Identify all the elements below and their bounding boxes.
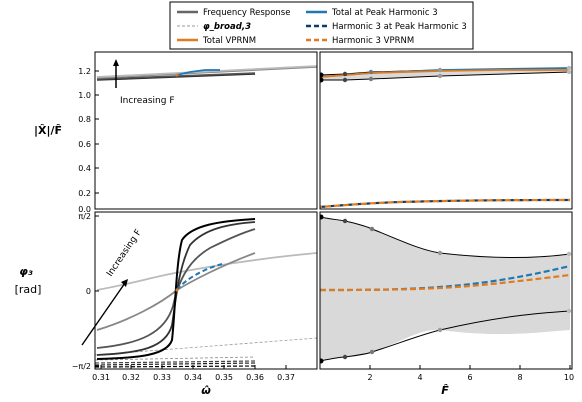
tl-ylabel: |X̂|/F̂ bbox=[34, 124, 62, 137]
tr-total-vprnm bbox=[320, 69, 570, 78]
tr-h3-vprnm bbox=[320, 198, 571, 209]
br-xtick-label-4: 4 bbox=[417, 373, 422, 382]
br-point-5 bbox=[369, 226, 375, 232]
bl-xtick-label-0.31: 0.31 bbox=[92, 373, 110, 382]
br-point-9 bbox=[566, 251, 572, 257]
bl-annotation: Increasing F bbox=[105, 228, 144, 279]
bl-y-ticks: π/2 0 −π/2 bbox=[72, 212, 99, 371]
tr-point-9 bbox=[566, 65, 572, 71]
tr-h3-peak-h3 bbox=[320, 198, 571, 209]
br-point-6 bbox=[369, 349, 375, 355]
bl-xtick-label-0.33: 0.33 bbox=[153, 373, 171, 382]
legend-label-4: Harmonic 3 at Peak Harmonic 3 bbox=[332, 22, 467, 32]
tl-ytick-label-0.8: 0.8 bbox=[78, 115, 91, 124]
bl-freq-response-mid bbox=[96, 228, 256, 349]
tl-ytick-label-0.4: 0.4 bbox=[78, 164, 91, 173]
legend-label-0: Frequency Response bbox=[203, 8, 290, 18]
bl-ylabel: φ₃ bbox=[19, 265, 33, 278]
br-total-vprnm bbox=[320, 273, 571, 292]
br-xtick-label-2: 2 bbox=[367, 373, 372, 382]
tl-y-ticks: 1.2 1.0 0.8 0.6 0.4 0.2 0.0 bbox=[78, 67, 99, 214]
tr-point-1 bbox=[320, 72, 324, 78]
bl-ytick-label-negpi2: −π/2 bbox=[72, 362, 91, 371]
bl-total-vprnm-point bbox=[175, 288, 179, 292]
tl-ytick-label-1.0: 1.0 bbox=[78, 91, 91, 100]
legend-label-2: Total VPRNM bbox=[202, 36, 256, 46]
tr-point-7 bbox=[437, 67, 443, 73]
tr-point-3 bbox=[342, 71, 348, 77]
bl-xtick-label-0.34: 0.34 bbox=[184, 373, 202, 382]
br-frame bbox=[319, 211, 573, 370]
tr-curves bbox=[320, 65, 572, 209]
bl-x-ticks: 0.31 0.32 0.33 0.34 0.35 0.36 0.37 bbox=[92, 365, 295, 382]
tl-ytick-label-0.2: 0.2 bbox=[78, 189, 91, 198]
bl-phi-broad-2 bbox=[95, 356, 256, 361]
panel-bottom-left: Increasing F π/2 0 −π/2 0.31 0.32 0.33 0… bbox=[15, 211, 318, 397]
tl-ytick-label-1.2: 1.2 bbox=[78, 67, 91, 76]
bl-phi-broad-5 bbox=[95, 365, 256, 368]
bl-arrow-head bbox=[121, 279, 128, 287]
legend-label-5: Harmonic 3 VPRNM bbox=[332, 36, 414, 46]
br-xtick-label-10: 10 bbox=[564, 373, 574, 382]
bl-frame bbox=[94, 211, 318, 370]
tl-freq-response-3 bbox=[96, 66, 317, 79]
tl-ytick-label-0.0: 0.0 bbox=[78, 205, 91, 214]
legend-label-3: Total at Peak Harmonic 3 bbox=[331, 8, 438, 18]
br-xlabel: F̂ bbox=[441, 384, 449, 397]
tl-freq-response-4 bbox=[96, 65, 317, 78]
tl-ytick-label-0.6: 0.6 bbox=[78, 140, 91, 149]
tl-frame bbox=[94, 51, 318, 210]
tr-point-5 bbox=[368, 69, 374, 75]
panel-bottom-right: 2 4 6 8 10 F̂ bbox=[319, 211, 574, 397]
br-upper-bound bbox=[320, 216, 571, 259]
tr-envelope-fill bbox=[320, 68, 570, 80]
tl-arrow-head bbox=[113, 59, 119, 66]
tr-point-4 bbox=[342, 77, 348, 83]
legend: Frequency Response φ_broad,3 Total VPRNM… bbox=[169, 1, 474, 50]
tr-frame bbox=[319, 51, 573, 210]
tl-total-vprnm-point bbox=[175, 73, 179, 77]
bl-total-peak-h3 bbox=[176, 263, 223, 291]
bl-phi-broad-4 bbox=[95, 362, 256, 366]
bl-ylabel-unit: [rad] bbox=[15, 283, 42, 296]
bl-curves bbox=[95, 218, 317, 368]
br-xtick-label-8: 8 bbox=[517, 373, 522, 382]
br-point-7 bbox=[437, 250, 443, 256]
br-point-3 bbox=[342, 218, 348, 224]
tl-total-peak-h3 bbox=[176, 69, 220, 76]
tr-point-10 bbox=[566, 69, 572, 75]
tl-annotation: Increasing F bbox=[120, 96, 175, 106]
tr-point-2 bbox=[320, 77, 324, 83]
bl-ytick-label-pi2: π/2 bbox=[78, 212, 91, 221]
bl-ytick-label-0: 0 bbox=[86, 287, 91, 296]
panel-top-left: Increasing F 1.2 1.0 0.8 0.6 0.4 0.2 0.0… bbox=[34, 51, 318, 214]
br-point-4 bbox=[342, 354, 348, 360]
bl-xtick-label-0.36: 0.36 bbox=[246, 373, 264, 382]
br-envelope-fill bbox=[320, 217, 570, 361]
legend-box bbox=[169, 1, 474, 50]
bl-xtick-label-0.32: 0.32 bbox=[122, 373, 140, 382]
br-point-10 bbox=[566, 308, 572, 314]
tl-curves bbox=[96, 65, 317, 81]
bl-phi-broad-3 bbox=[95, 360, 256, 364]
panel-top-right bbox=[319, 51, 573, 210]
bl-xtick-label-0.37: 0.37 bbox=[277, 373, 295, 382]
br-curves bbox=[320, 214, 572, 364]
br-point-8 bbox=[437, 327, 443, 333]
bl-freq-response-lightest bbox=[96, 252, 317, 291]
bl-xlabel: ω̂ bbox=[201, 384, 211, 397]
tr-point-6 bbox=[368, 76, 374, 82]
bl-arrow-shaft bbox=[81, 282, 126, 346]
tr-point-8 bbox=[437, 73, 443, 79]
br-x-ticks: 2 4 6 8 10 bbox=[367, 365, 574, 382]
legend-label-1: φ_broad,3 bbox=[203, 22, 251, 32]
tl-freq-response-1 bbox=[96, 73, 256, 81]
br-xtick-label-6: 6 bbox=[467, 373, 472, 382]
br-lower-bound bbox=[320, 310, 571, 362]
br-point-2 bbox=[320, 358, 324, 364]
br-point-1 bbox=[320, 214, 324, 220]
bl-xtick-label-0.35: 0.35 bbox=[215, 373, 233, 382]
